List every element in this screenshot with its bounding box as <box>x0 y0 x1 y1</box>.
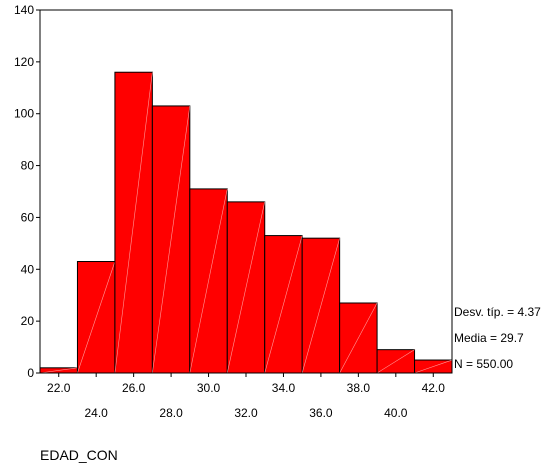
y-tick-label: 0 <box>27 366 34 380</box>
y-tick-label: 140 <box>14 3 34 17</box>
bar-diagonal-line <box>264 235 303 374</box>
x-tick-label: 28.0 <box>159 406 183 420</box>
x-tick-label: 38.0 <box>347 381 371 395</box>
y-tick-label: 80 <box>21 159 35 173</box>
bar-diagonal-line <box>376 349 415 374</box>
y-tick-label: 20 <box>21 314 35 328</box>
x-tick-label: 34.0 <box>272 381 296 395</box>
y-tick-label: 100 <box>14 107 34 121</box>
x-tick-label: 32.0 <box>234 406 258 420</box>
x-axis-title: EDAD_CON <box>40 447 118 463</box>
y-tick-label: 40 <box>21 262 35 276</box>
bar-diagonal-line <box>414 359 453 374</box>
bars-group <box>39 71 453 374</box>
x-tick-label: 22.0 <box>47 381 71 395</box>
x-tick-label: 24.0 <box>85 406 109 420</box>
y-tick-label: 120 <box>14 55 34 69</box>
bar-diagonal-line <box>77 261 116 374</box>
stat-n: N = 550.00 <box>454 357 513 371</box>
bar-diagonal-line <box>339 302 378 374</box>
x-tick-label: 26.0 <box>122 381 146 395</box>
x-tick-label: 36.0 <box>309 406 333 420</box>
bar-diagonal-line <box>152 105 191 374</box>
bar-diagonal-line <box>189 188 228 374</box>
bar-diagonal-line <box>226 201 266 374</box>
x-tick-label: 30.0 <box>197 381 221 395</box>
bar-diagonal-line <box>301 238 340 374</box>
y-axis: 0 20 40 60 80 100 120 140 <box>14 3 40 380</box>
y-tick-label: 60 <box>21 210 35 224</box>
x-tick-label: 42.0 <box>422 381 446 395</box>
bar-diagonal-line <box>114 72 153 374</box>
x-tick-label: 40.0 <box>384 406 408 420</box>
stat-mean: Media = 29.7 <box>454 331 524 345</box>
bar-diagonal-line <box>39 367 78 374</box>
stat-std-dev: Desv. típ. = 4.37 <box>454 305 541 319</box>
x-axis: 22.0 26.0 30.0 34.0 38.0 42.0 24.0 28.0 32.0 36.0… <box>47 373 445 420</box>
